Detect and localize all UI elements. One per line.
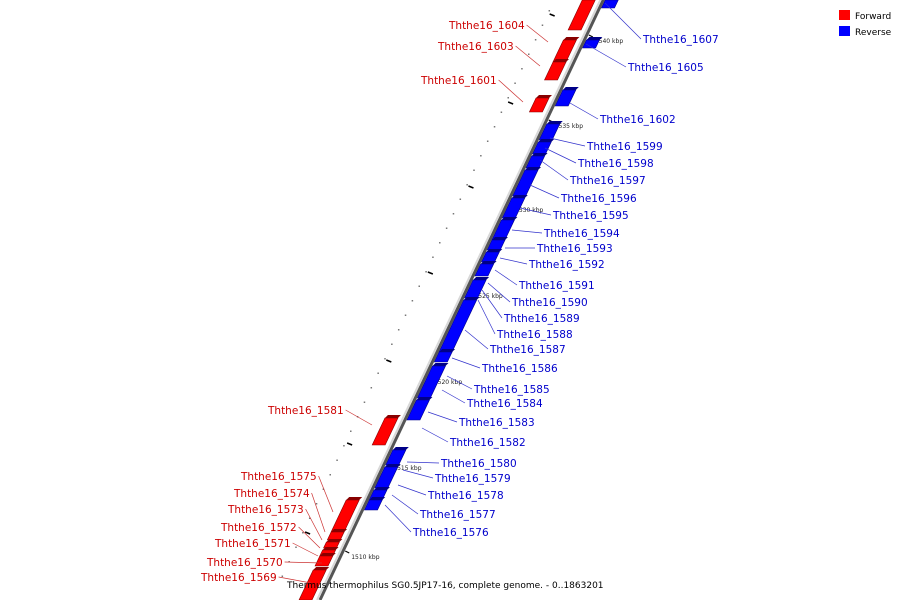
gene-block-top (416, 397, 433, 400)
gene-block-top (373, 487, 390, 490)
gene-block-top (326, 539, 343, 542)
gene-block-top (480, 261, 497, 264)
gene-block-top (538, 139, 555, 142)
gene-block-top (531, 153, 548, 156)
reverse-gene-label[interactable]: Ththe16_1593 (536, 243, 613, 255)
gene-block-top (432, 363, 449, 366)
forward-gene-label[interactable]: Ththe16_1604 (448, 20, 525, 32)
gene-block (601, 0, 619, 9)
reverse-gene-label[interactable]: Ththe16_1590 (511, 297, 588, 309)
tick-label: 1515 kbp (393, 465, 421, 472)
forward-gene-label[interactable]: Ththe16_1581 (267, 405, 344, 417)
gene-block (528, 97, 550, 113)
reverse-gene-label[interactable]: Ththe16_1578 (427, 490, 504, 502)
gene-block-top (331, 529, 348, 532)
forward-gene-label[interactable]: Ththe16_1574 (233, 488, 310, 500)
reverse-gene-label[interactable]: Ththe16_1605 (627, 62, 704, 74)
gene-block-top (563, 37, 580, 40)
forward-gene-label[interactable]: Ththe16_1601 (420, 75, 497, 87)
gene-block (326, 531, 345, 541)
forward-gene-label[interactable]: Ththe16_1603 (437, 41, 514, 53)
tick-label: 1520 kbp (434, 379, 462, 386)
gene-block-top (553, 59, 570, 62)
gene-block-top (322, 547, 339, 550)
gene-block-top (511, 195, 528, 198)
reverse-gene-label[interactable]: Ththe16_1577 (419, 509, 496, 521)
tick-label: 1535 kbp (555, 123, 583, 130)
gene-block (314, 555, 334, 567)
reverse-gene-label[interactable]: Ththe16_1591 (518, 280, 595, 292)
reverse-gene-label[interactable]: Ththe16_1585 (473, 384, 550, 396)
gene-block-top (392, 447, 409, 450)
forward-gene-label[interactable]: Ththe16_1569 (200, 572, 277, 584)
reverse-gene-label[interactable]: Ththe16_1598 (577, 158, 654, 170)
gene-labels[interactable]: Ththe16_1607 Ththe16_1605 Ththe16_1602 Thth… (200, 2, 719, 584)
reverse-gene-label[interactable]: Ththe16_1596 (560, 193, 637, 205)
gene-block-top (384, 415, 401, 418)
gene-block-top (562, 87, 579, 90)
gene-block-top (313, 567, 330, 570)
reverse-gene-label[interactable]: Ththe16_1584 (466, 398, 543, 410)
scale-dots (281, 10, 551, 577)
gene-features (298, 0, 619, 600)
reverse-gene-label[interactable]: Ththe16_1580 (440, 458, 517, 470)
reverse-gene-label[interactable]: Ththe16_1582 (449, 437, 526, 449)
gene-block-top (486, 249, 503, 252)
reverse-gene-label[interactable]: Ththe16_1607 (642, 34, 719, 46)
gene-block-top (501, 217, 518, 220)
reverse-gene-label[interactable]: Ththe16_1587 (489, 344, 566, 356)
reverse-gene-label[interactable]: Ththe16_1602 (599, 114, 676, 126)
reverse-gene-label[interactable]: Ththe16_1595 (552, 210, 629, 222)
legend: Forward Reverse (839, 10, 892, 38)
legend-reverse-label: Reverse (855, 28, 892, 38)
reverse-gene-label[interactable]: Ththe16_1586 (481, 363, 558, 375)
reverse-gene-label[interactable]: Ththe16_1583 (458, 417, 535, 429)
gene-block-top (346, 497, 363, 500)
reverse-gene-label[interactable]: Ththe16_1599 (586, 141, 663, 153)
tick-label: 1530 kbp (515, 207, 543, 214)
reverse-gene-label[interactable]: Ththe16_1589 (503, 313, 580, 325)
gene-block-top (586, 37, 603, 40)
gene-block-top (491, 237, 508, 240)
reverse-gene-label[interactable]: Ththe16_1588 (496, 329, 573, 341)
reverse-gene-label[interactable]: Ththe16_1576 (412, 527, 489, 539)
forward-gene-label[interactable]: Ththe16_1575 (240, 471, 317, 483)
gene-block-top (546, 121, 563, 124)
gene-block-top (463, 297, 480, 300)
gene-block-top (439, 349, 456, 352)
tick-label: 1525 kbp (474, 293, 502, 300)
gene-block-top (384, 464, 401, 467)
gene-block (567, 0, 596, 31)
genome-backbone (316, 0, 605, 600)
legend-forward-label: Forward (855, 12, 891, 22)
forward-gene-label[interactable]: Ththe16_1572 (220, 522, 297, 534)
reverse-gene-label[interactable]: Ththe16_1594 (543, 228, 620, 240)
forward-gene-label[interactable]: Ththe16_1571 (214, 538, 291, 550)
forward-gene-label[interactable]: Ththe16_1573 (227, 504, 304, 516)
gene-block-top (319, 553, 336, 556)
legend-forward-swatch (839, 10, 850, 20)
gene-block-top (525, 167, 542, 170)
gene-block-top (369, 497, 386, 500)
reverse-gene-label[interactable]: Ththe16_1597 (569, 175, 646, 187)
gene-block-top (473, 277, 490, 280)
reverse-gene-label[interactable]: Ththe16_1579 (434, 473, 511, 485)
gene-block-top (536, 95, 553, 98)
tick-label: 1540 kbp (595, 38, 623, 45)
forward-gene-label[interactable]: Ththe16_1570 (206, 557, 283, 569)
reverse-gene-label[interactable]: Ththe16_1592 (528, 259, 605, 271)
genome-caption: Thermus thermophilus SG0.5JP17-16, compl… (286, 581, 604, 591)
legend-reverse-swatch (839, 26, 850, 36)
tick-label: 1510 kbp (351, 554, 379, 561)
